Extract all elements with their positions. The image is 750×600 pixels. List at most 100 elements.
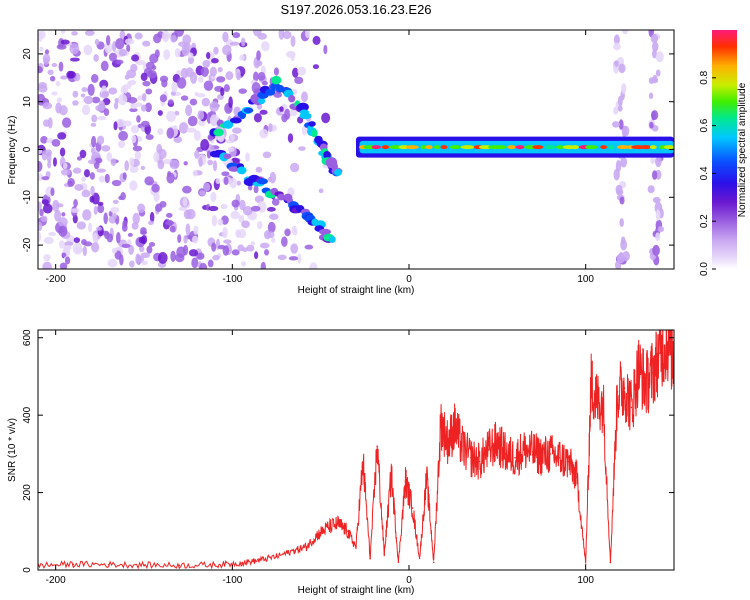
heatmap-noise-cell — [140, 252, 151, 259]
heatmap-noise-cell — [140, 72, 148, 82]
heatmap-noise-cell — [60, 169, 71, 176]
heatmap-vertical-band-cell — [620, 236, 626, 245]
heatmap-noise-cell — [70, 208, 80, 213]
heatmap-noise-cell — [186, 127, 197, 133]
snr-point — [305, 545, 308, 548]
heatmap-noise-cell — [38, 231, 42, 242]
heatmap-noise-cell — [57, 132, 67, 140]
heatmap-noise-cell — [118, 130, 129, 141]
heatmap-noise-cell — [273, 67, 280, 76]
heatmap-noise-cell — [223, 176, 229, 186]
heatmap-noise-cell — [261, 41, 270, 52]
heatmap-noise-cell — [84, 30, 95, 36]
heatmap-noise-cell — [297, 253, 302, 264]
heatmap-noise-cell — [46, 151, 52, 163]
heatmap-noise-cell — [210, 191, 217, 202]
colorbar-tick-label: 0.4 — [699, 166, 710, 180]
heatmap-noise-cell — [132, 145, 143, 152]
heatmap-noise-cell — [60, 75, 68, 80]
heatmap-noise-cell — [269, 213, 279, 220]
heatmap-noise-cell — [151, 65, 157, 71]
heatmap-noise-cell — [231, 199, 240, 208]
heatmap-noise-cell — [129, 260, 135, 268]
heatmap-noise-cell — [217, 67, 223, 73]
heatmap-noise-cell — [280, 236, 288, 247]
heatmap-noise-cell — [222, 44, 232, 56]
heatmap-steady-line-cell — [626, 145, 634, 150]
heatmap-vertical-band-cell — [621, 83, 627, 94]
heatmap-noise-cell — [80, 93, 86, 98]
heatmap-noise-cell — [43, 236, 54, 245]
snr-point — [275, 555, 278, 558]
heatmap-noise-cell — [140, 165, 146, 171]
heatmap-noise-cell — [147, 220, 154, 226]
snr-point — [496, 441, 499, 444]
heatmap-ascending-trace-cell — [223, 153, 232, 159]
snr-point — [454, 425, 456, 428]
heatmap-noise-cell — [41, 199, 49, 205]
heatmap-noise-cell — [52, 199, 60, 212]
heatmap-noise-cell — [318, 188, 324, 194]
heatmap-noise-cell — [38, 160, 43, 172]
heatmap-noise-cell — [232, 32, 241, 39]
snr-point — [514, 456, 516, 459]
heatmap-steady-line-cell — [585, 145, 598, 150]
heatmap-noise-cell — [200, 66, 209, 77]
heatmap-noise-cell — [176, 77, 187, 89]
heatmap-noise-cell — [238, 88, 247, 94]
snr-point — [362, 460, 364, 463]
heatmap-noise-cell — [239, 199, 246, 211]
heatmap-noise-cell — [301, 91, 308, 103]
heatmap-noise-cell — [98, 100, 105, 111]
snr-point — [602, 402, 605, 405]
snr-x-tick-label: -200 — [46, 575, 66, 586]
snr-point — [107, 563, 110, 566]
spectrogram-x-tick-label: -200 — [46, 274, 66, 285]
heatmap-noise-cell — [247, 184, 253, 191]
heatmap-noise-cell — [209, 66, 217, 77]
heatmap-noise-cell — [131, 134, 137, 144]
heatmap-noise-cell — [128, 244, 134, 255]
heatmap-noise-cell — [144, 102, 152, 113]
heatmap-noise-cell — [251, 82, 261, 94]
heatmap-noise-cell — [118, 94, 128, 106]
heatmap-noise-cell — [157, 251, 168, 264]
heatmap-noise-cell — [259, 242, 270, 249]
snr-point — [432, 561, 435, 564]
heatmap-descending-trace-cell — [213, 128, 224, 137]
heatmap-noise-cell — [82, 209, 92, 221]
heatmap-noise-cell — [59, 105, 68, 116]
heatmap-noise-cell — [290, 243, 299, 254]
heatmap-noise-cell — [122, 220, 128, 228]
heatmap-vertical-band-cell — [649, 121, 654, 129]
spectrogram-y-tick-label: 20 — [22, 48, 33, 60]
heatmap-noise-cell — [298, 146, 306, 151]
snr-x-tick-label: -100 — [222, 575, 242, 586]
heatmap-steady-line-cell — [608, 145, 615, 150]
heatmap-noise-cell — [282, 30, 292, 40]
heatmap-noise-cell — [81, 189, 91, 198]
heatmap-noise-cell — [259, 109, 268, 115]
heatmap-noise-cell — [42, 203, 53, 214]
heatmap-noise-cell — [44, 49, 50, 55]
heatmap-noise-cell — [222, 31, 229, 43]
heatmap-noise-cell — [96, 168, 106, 173]
heatmap-noise-cell — [153, 151, 160, 163]
heatmap-vertical-band-cell — [622, 30, 629, 35]
heatmap-vertical-band-cell — [657, 226, 665, 233]
heatmap-noise-cell — [141, 120, 150, 128]
heatmap-noise-cell — [191, 235, 199, 244]
heatmap-noise-cell — [71, 31, 78, 36]
colorbar: 0.0 0.2 0.4 0.6 0.8 Normalized spectral ampl… — [699, 30, 748, 276]
heatmap-noise-cell — [238, 214, 245, 223]
heatmap-steady-line-cell — [649, 145, 657, 150]
snr-y-axis-label: SNR (10 * v/v) — [7, 418, 18, 482]
heatmap-noise-cell — [173, 136, 183, 144]
heatmap-noise-cell — [92, 232, 98, 243]
heatmap-noise-cell — [58, 225, 68, 237]
heatmap-noise-cell — [166, 110, 176, 122]
heatmap-noise-cell — [59, 147, 66, 157]
heatmap-noise-cell — [115, 59, 124, 65]
snr-point — [659, 352, 661, 355]
heatmap-noise-cell — [56, 44, 67, 50]
